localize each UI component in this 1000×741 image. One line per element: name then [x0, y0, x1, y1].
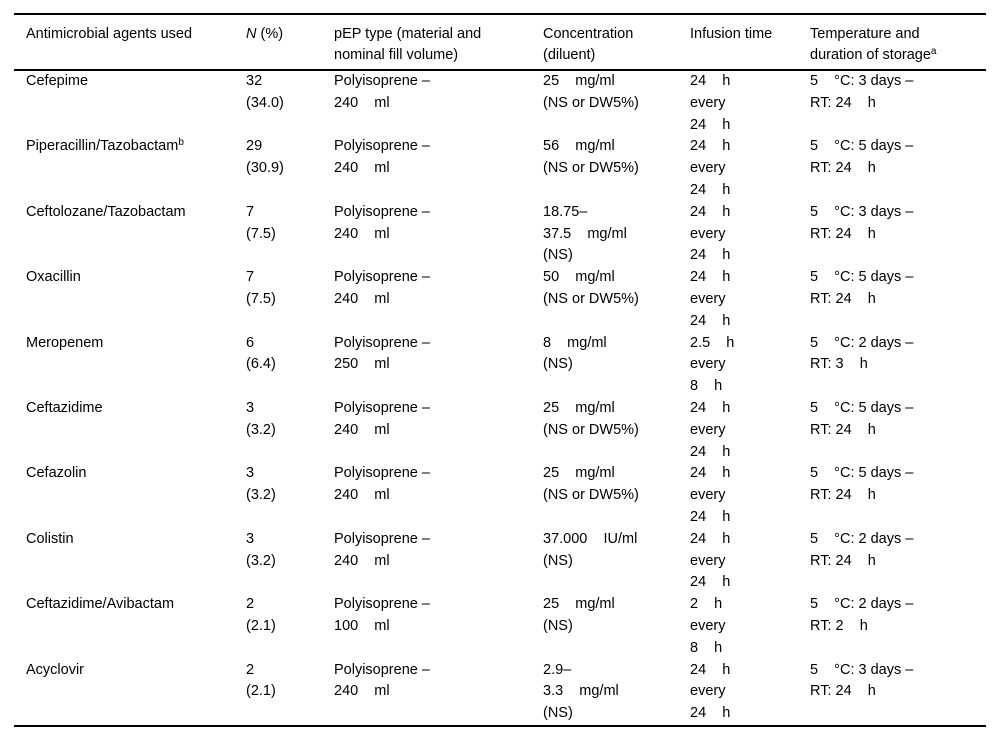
column-header-agent: Antimicrobial agents used	[14, 14, 246, 71]
cell-n: 3 (3.2)	[246, 530, 276, 569]
cell-concentration: 2.9– 3.3 mg/ml (NS)	[543, 661, 619, 722]
cell-agent: Cefazolin	[14, 463, 246, 528]
cell-agent: Ceftolozane/Tazobactam	[14, 202, 246, 267]
header-italic-part: N	[246, 26, 257, 42]
agent-name: Cefepime	[26, 73, 89, 89]
cell-concentration: 18.75– 37.5 mg/ml (NS)	[543, 203, 627, 264]
cell-pep: Polyisoprene – 240 ml	[334, 399, 430, 438]
cell-concentration: 25 mg/ml (NS or DW5%)	[543, 465, 639, 504]
cell-storage: 5 °C: 2 days – RT: 24 h	[810, 530, 914, 569]
cell-concentration: 25 mg/ml (NS or DW5%)	[543, 399, 639, 438]
column-header-infusion: Infusion time	[690, 14, 810, 71]
table-header-row: Antimicrobial agents used N (%) pEP type (…	[14, 14, 986, 71]
cell-pep: Polyisoprene – 240 ml	[334, 138, 430, 177]
agent-name: Ceftazidime/Avibactam	[26, 596, 175, 613]
agent-name: Meropenem	[26, 334, 104, 351]
column-header-concentration: Concentration (diluent)	[543, 14, 690, 71]
column-header-storage: Temperature and duration of storagea	[810, 14, 986, 71]
table-row: Ceftazidime 3 (3.2) Polyisoprene – 240 ml 2…	[14, 398, 986, 463]
cell-storage: 5 °C: 5 days – RT: 24 h	[810, 138, 914, 177]
cell-concentration: 37.000 IU/ml (NS)	[543, 530, 638, 569]
header-label: Temperature and duration of storage	[810, 26, 931, 63]
cell-pep: Polyisoprene – 240 ml	[334, 661, 430, 700]
table-row: Ceftolozane/Tazobactam 7 (7.5) Polyisopren…	[14, 202, 986, 267]
cell-infusion: 24 h every 24 h	[690, 138, 731, 198]
cell-infusion: 24 h every 24 h	[690, 399, 731, 460]
cell-storage: 5 °C: 3 days – RT: 24 h	[810, 661, 914, 700]
cell-infusion: 2 h every 8 h	[690, 596, 726, 656]
cell-infusion: 24 h every 24 h	[690, 269, 731, 329]
column-header-n: N (%)	[246, 14, 334, 71]
cell-agent: Cefepime	[14, 70, 246, 136]
agent-name: Colistin	[26, 530, 74, 547]
cell-pep: Polyisoprene – 100 ml	[334, 596, 430, 634]
cell-agent: Colistin	[14, 529, 246, 594]
cell-pep: Polyisoprene – 250 ml	[334, 334, 430, 373]
cell-n: 2 (2.1)	[246, 596, 276, 634]
table-row: Ceftazidime/Avibactam 2 (2.1) Polyisoprene…	[14, 594, 986, 659]
agent-name: Cefazolin	[26, 465, 87, 482]
table-row: Colistin 3 (3.2) Polyisoprene – 240 ml 37.0…	[14, 529, 986, 594]
cell-storage: 5 °C: 2 days – RT: 2 h	[810, 596, 914, 634]
cell-infusion: 2.5 h every 8 h	[690, 334, 735, 395]
agent-name: Acyclovir	[26, 661, 85, 678]
cell-concentration: 56 mg/ml (NS or DW5%)	[543, 138, 639, 177]
cell-concentration: 25 mg/ml (NS or DW5%)	[543, 73, 639, 111]
header-label: Infusion time	[690, 26, 773, 42]
cell-n: 29 (30.9)	[246, 138, 284, 177]
table-row: Cefazolin 3 (3.2) Polyisoprene – 240 ml 25 …	[14, 463, 986, 528]
table-row: Piperacillin/Tazobactamb 29 (30.9) Polyiso…	[14, 136, 986, 201]
cell-n: 6 (6.4)	[246, 334, 276, 373]
cell-pep: Polyisoprene – 240 ml	[334, 530, 430, 569]
cell-agent: Meropenem	[14, 333, 246, 398]
table-row: Cefepime 32 (34.0) Polyisoprene – 240 ml 25…	[14, 70, 986, 136]
table-body: Cefepime 32 (34.0) Polyisoprene – 240 ml 25…	[14, 70, 986, 726]
cell-storage: 5 °C: 5 days – RT: 24 h	[810, 465, 914, 504]
cell-n: 32 (34.0)	[246, 73, 284, 111]
cell-agent: Oxacillin	[14, 267, 246, 332]
agent-name: Oxacillin	[26, 269, 81, 286]
cell-agent: Ceftazidime/Avibactam	[14, 594, 246, 659]
cell-n: 3 (3.2)	[246, 399, 276, 438]
cell-concentration: 50 mg/ml (NS or DW5%)	[543, 269, 639, 307]
cell-infusion: 24 h every 24 h	[690, 465, 731, 525]
cell-agent: Acyclovir	[14, 660, 246, 726]
cell-n: 7 (7.5)	[246, 203, 276, 242]
cell-infusion: 24 h every 24 h	[690, 73, 731, 133]
cell-infusion: 24 h every 24 h	[690, 203, 731, 264]
agent-name: Ceftazidime	[26, 399, 103, 416]
cell-storage: 5 °C: 5 days – RT: 24 h	[810, 269, 914, 307]
table-row: Oxacillin 7 (7.5) Polyisoprene – 240 ml 50 …	[14, 267, 986, 332]
cell-pep: Polyisoprene – 240 ml	[334, 203, 430, 242]
header-label: (%)	[256, 26, 284, 42]
cell-storage: 5 °C: 5 days – RT: 24 h	[810, 399, 914, 438]
cell-concentration: 25 mg/ml (NS)	[543, 596, 615, 634]
cell-pep: Polyisoprene – 240 ml	[334, 465, 430, 504]
cell-storage: 5 °C: 3 days – RT: 24 h	[810, 203, 914, 242]
cell-storage: 5 °C: 2 days – RT: 3 h	[810, 334, 914, 373]
header-label: pEP type (material and nominal fill volu…	[334, 26, 482, 63]
column-header-pep: pEP type (material and nominal fill volu…	[334, 14, 543, 71]
cell-agent: Piperacillin/Tazobactamb	[14, 136, 246, 201]
cell-concentration: 8 mg/ml (NS)	[543, 334, 607, 373]
cell-n: 3 (3.2)	[246, 465, 276, 504]
header-label: Antimicrobial agents used	[26, 26, 193, 42]
cell-pep: Polyisoprene – 240 ml	[334, 73, 430, 111]
cell-infusion: 24 h every 24 h	[690, 530, 731, 591]
header-label: Concentration (diluent)	[543, 26, 634, 63]
footnote-marker-b: b	[178, 137, 184, 149]
agent-name: Ceftolozane/Tazobactam	[26, 203, 186, 220]
paper-table-container: Antimicrobial agents used N (%) pEP type (…	[14, 13, 986, 727]
cell-storage: 5 °C: 3 days – RT: 24 h	[810, 73, 914, 111]
cell-n: 2 (2.1)	[246, 661, 276, 700]
cell-n: 7 (7.5)	[246, 269, 276, 307]
cell-infusion: 24 h every 24 h	[690, 661, 731, 722]
antimicrobials-table: Antimicrobial agents used N (%) pEP type (…	[14, 13, 986, 727]
table-row: Acyclovir 2 (2.1) Polyisoprene – 240 ml 2.9…	[14, 660, 986, 726]
footnote-marker-a: a	[930, 46, 937, 57]
agent-name: Piperacillin/Tazobactam	[26, 138, 179, 155]
cell-pep: Polyisoprene – 240 ml	[334, 269, 430, 307]
cell-agent: Ceftazidime	[14, 398, 246, 463]
table-row: Meropenem 6 (6.4) Polyisoprene – 250 ml 8 m…	[14, 333, 986, 398]
